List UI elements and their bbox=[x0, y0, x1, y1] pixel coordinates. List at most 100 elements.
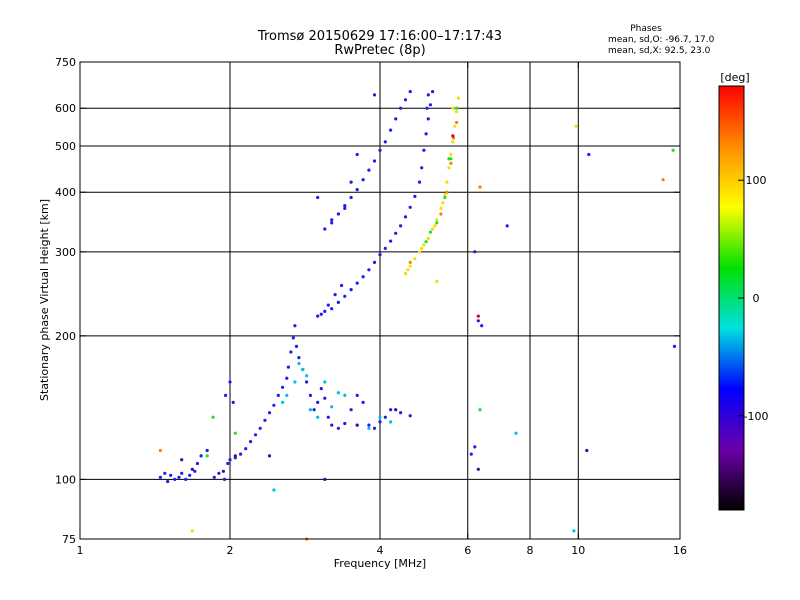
data-point-0-3 bbox=[169, 473, 173, 477]
data-point-0-7 bbox=[184, 477, 188, 481]
data-point-2-5 bbox=[394, 408, 398, 412]
colorbar-ticks: 100 0 -100 bbox=[738, 174, 768, 423]
data-point-0-83 bbox=[428, 103, 432, 107]
data-point-0-51 bbox=[372, 426, 377, 430]
data-point-0-79 bbox=[420, 166, 424, 170]
data-point-0-21 bbox=[249, 440, 253, 444]
data-point-0-31 bbox=[289, 350, 293, 354]
data-point-0-58 bbox=[228, 380, 232, 384]
data-point-0-96 bbox=[355, 188, 359, 192]
data-point-0-106 bbox=[408, 90, 412, 94]
stats-line-x: mean, sd,X: 92.5, 23.0 bbox=[608, 46, 711, 56]
data-point-1-1 bbox=[285, 393, 289, 397]
data-point-0-119 bbox=[473, 445, 477, 449]
data-point-5-5 bbox=[211, 415, 215, 419]
data-point-0-71 bbox=[383, 246, 387, 250]
data-point-4-4 bbox=[455, 120, 459, 125]
data-point-0-56 bbox=[408, 414, 412, 418]
data-point-2-9 bbox=[585, 448, 589, 453]
x-tick-label-16: 16 bbox=[673, 544, 687, 557]
x-tick-label-2: 2 bbox=[227, 544, 234, 557]
data-point-2-6 bbox=[221, 469, 225, 473]
data-point-0-24 bbox=[263, 418, 267, 422]
y-tick-label-500: 500 bbox=[55, 140, 76, 153]
data-point-3-14 bbox=[453, 124, 457, 128]
data-point-1-14 bbox=[336, 391, 340, 395]
data-point-0-46 bbox=[343, 421, 347, 426]
data-point-3-1 bbox=[408, 264, 412, 268]
data-point-0-102 bbox=[389, 128, 393, 132]
data-point-0-60 bbox=[316, 314, 320, 318]
data-point-0-5 bbox=[177, 475, 181, 479]
data-point-5-4 bbox=[455, 106, 459, 110]
data-point-0-44 bbox=[330, 423, 334, 427]
data-point-4-5 bbox=[408, 260, 412, 264]
data-point-0-17 bbox=[228, 458, 232, 462]
colorbar-tick-label-100: 100 bbox=[746, 174, 767, 187]
data-point-0-53 bbox=[383, 415, 387, 419]
data-point-0-72 bbox=[389, 239, 393, 243]
data-point-0-82 bbox=[426, 117, 430, 121]
data-point-0-75 bbox=[403, 215, 408, 219]
data-point-0-77 bbox=[413, 194, 417, 198]
data-point-0-62 bbox=[330, 307, 334, 311]
data-point-0-19 bbox=[239, 452, 243, 456]
data-point-0-95 bbox=[349, 195, 353, 200]
data-point-0-110 bbox=[355, 152, 359, 157]
data-point-1-9 bbox=[367, 426, 371, 430]
data-point-0-26 bbox=[272, 403, 276, 407]
data-point-0-27 bbox=[276, 393, 280, 397]
data-point-3-4 bbox=[422, 243, 426, 247]
data-point-3-13 bbox=[451, 140, 455, 144]
data-point-0-84 bbox=[431, 90, 435, 94]
data-point-2-1 bbox=[190, 467, 194, 471]
data-point-3-19 bbox=[433, 224, 437, 228]
data-point-1-3 bbox=[301, 367, 305, 372]
data-point-3-17 bbox=[406, 268, 410, 272]
data-point-3-15 bbox=[455, 110, 459, 114]
data-point-0-116 bbox=[505, 224, 509, 228]
data-point-1-17 bbox=[572, 529, 576, 533]
data-point-0-109 bbox=[349, 180, 353, 184]
data-point-0-97 bbox=[361, 178, 365, 182]
data-point-3-18 bbox=[420, 246, 424, 250]
data-point-0-118 bbox=[672, 344, 677, 348]
x-tick-label-8: 8 bbox=[527, 544, 534, 557]
data-point-0-0 bbox=[158, 475, 162, 479]
data-point-0-69 bbox=[372, 260, 377, 264]
data-point-1-13 bbox=[323, 380, 327, 384]
data-point-1-16 bbox=[272, 488, 276, 492]
data-point-0-103 bbox=[394, 117, 398, 121]
data-point-0-99 bbox=[372, 159, 377, 163]
data-point-2-7 bbox=[267, 454, 272, 458]
data-point-0-20 bbox=[244, 447, 248, 451]
data-point-0-73 bbox=[394, 231, 398, 235]
data-point-5-6 bbox=[233, 431, 237, 435]
data-point-0-111 bbox=[330, 218, 334, 222]
y-tick-label-750: 750 bbox=[55, 56, 76, 69]
data-point-0-89 bbox=[333, 293, 337, 297]
data-point-1-2 bbox=[293, 380, 297, 384]
data-point-5-11 bbox=[205, 454, 209, 458]
data-point-0-92 bbox=[330, 221, 334, 225]
data-point-3-16 bbox=[456, 96, 461, 100]
data-point-0-67 bbox=[361, 275, 365, 279]
data-point-0-1 bbox=[163, 471, 167, 475]
chart-subtitle: RwPretec (8p) bbox=[334, 43, 425, 58]
data-point-0-94 bbox=[343, 204, 347, 208]
y-tick-label-400: 400 bbox=[55, 186, 76, 199]
data-point-2-2 bbox=[233, 454, 237, 458]
data-point-0-4 bbox=[173, 477, 177, 481]
data-point-0-52 bbox=[378, 420, 382, 424]
data-point-0-55 bbox=[399, 411, 403, 415]
data-point-4-0 bbox=[439, 212, 443, 216]
data-point-0-59 bbox=[231, 400, 235, 404]
data-point-3-21 bbox=[451, 106, 455, 110]
data-point-0-98 bbox=[367, 168, 371, 172]
data-point-0-88 bbox=[326, 303, 330, 307]
data-point-5-1 bbox=[435, 221, 439, 225]
data-points bbox=[158, 90, 677, 541]
data-point-0-66 bbox=[355, 281, 359, 285]
data-point-4-7 bbox=[158, 448, 162, 453]
data-point-2-3 bbox=[323, 477, 327, 481]
